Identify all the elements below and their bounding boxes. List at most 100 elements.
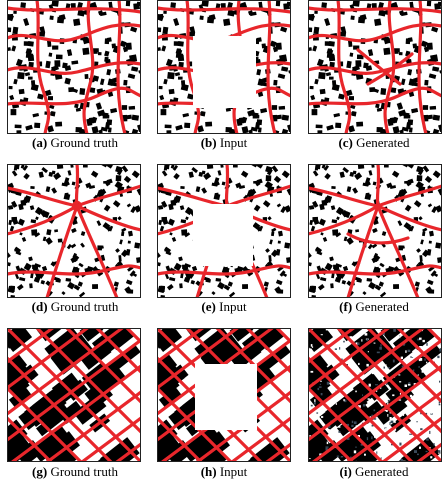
noise-speck (376, 351, 380, 354)
building (131, 128, 139, 134)
caption-f: (f) Generated (299, 299, 447, 315)
building (319, 203, 325, 211)
noise-speck (402, 343, 405, 346)
road (7, 415, 53, 462)
building (316, 58, 324, 67)
noise-speck (377, 423, 381, 427)
noise-speck (355, 425, 357, 428)
building (208, 14, 216, 21)
building (365, 192, 370, 197)
building (99, 78, 105, 86)
building (75, 107, 81, 112)
building (227, 2, 233, 9)
noise-speck (355, 390, 357, 393)
building (310, 94, 316, 101)
building (383, 36, 391, 45)
building (371, 243, 378, 249)
building (343, 236, 348, 242)
building (81, 362, 115, 394)
caption-h: (h) Input (149, 464, 299, 480)
building (312, 200, 319, 208)
building (338, 93, 345, 100)
building (103, 204, 111, 212)
noise-speck (417, 338, 420, 341)
noise-speck (355, 342, 358, 346)
building (411, 107, 419, 114)
road (44, 390, 141, 462)
building (23, 41, 29, 46)
noise-speck (364, 333, 368, 336)
noise-speck (387, 402, 389, 406)
building (71, 227, 77, 234)
building (330, 205, 336, 211)
noise-speck (380, 387, 382, 389)
building (23, 18, 30, 26)
noise-speck (387, 367, 390, 369)
noise-speck (418, 358, 421, 362)
building (165, 250, 172, 256)
road (7, 186, 79, 208)
road (345, 390, 442, 462)
road (308, 415, 354, 462)
building (404, 180, 409, 184)
building (178, 256, 183, 262)
noise-speck (382, 428, 384, 431)
caption-c-label: (c) (338, 135, 353, 150)
noise-speck (392, 394, 395, 397)
road (376, 204, 420, 298)
building (134, 205, 141, 213)
road (7, 338, 141, 442)
road (7, 86, 141, 106)
building (217, 281, 226, 290)
noise-speck (399, 335, 401, 339)
building (27, 41, 34, 47)
building (123, 79, 128, 86)
building (107, 78, 114, 86)
panel-border (7, 0, 141, 134)
building (393, 284, 400, 289)
building (130, 26, 138, 33)
building (356, 54, 364, 60)
building (316, 250, 323, 256)
caption-i-label: (i) (339, 464, 352, 479)
building (77, 281, 83, 287)
building (424, 79, 429, 86)
building (341, 280, 347, 285)
building (34, 122, 41, 129)
building (121, 105, 128, 110)
building (372, 181, 377, 186)
building (429, 105, 437, 110)
building (324, 18, 331, 26)
noise-speck (426, 438, 429, 441)
building (47, 96, 54, 101)
building (177, 76, 183, 80)
building (177, 41, 184, 47)
noise-speck (402, 414, 405, 416)
noise-speck (437, 355, 440, 359)
building (121, 231, 125, 237)
building (315, 273, 321, 280)
noise-speck (350, 456, 352, 459)
building (238, 185, 246, 189)
noise-speck (400, 442, 404, 444)
map-a (7, 0, 141, 134)
noise-speck (392, 359, 395, 363)
road-layer (7, 0, 141, 134)
building (117, 216, 122, 221)
noise-speck (325, 448, 328, 451)
noise-speck (316, 412, 319, 414)
road (75, 204, 141, 232)
building (11, 216, 18, 222)
road (7, 264, 141, 276)
building (171, 236, 177, 242)
building (89, 87, 96, 94)
building (315, 247, 319, 252)
building (31, 229, 38, 236)
building (314, 10, 318, 14)
building (408, 78, 415, 86)
building (11, 200, 18, 208)
building (414, 281, 420, 287)
building (241, 116, 248, 124)
noise-speck (399, 381, 402, 383)
